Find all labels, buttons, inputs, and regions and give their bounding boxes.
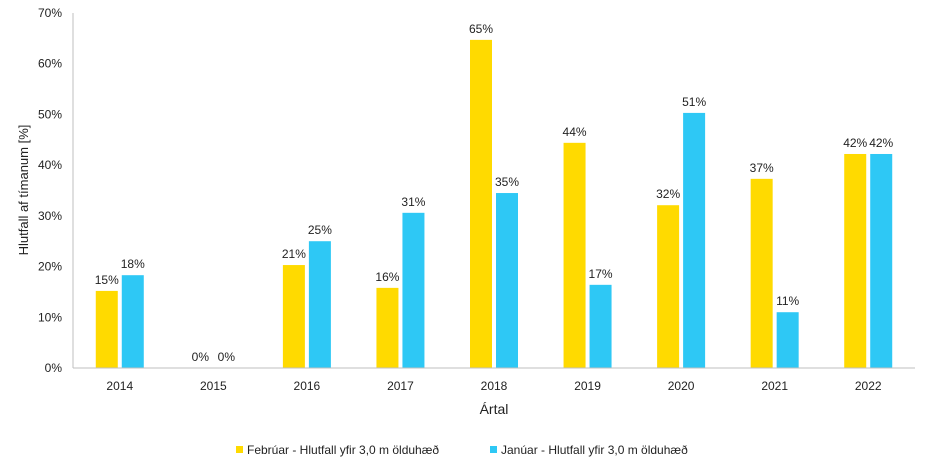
x-tick-label: 2014 — [106, 379, 133, 393]
legend-swatch-jan — [490, 446, 497, 453]
data-label: 0% — [218, 350, 236, 364]
bar-jan-2020 — [683, 112, 706, 369]
y-tick-label: 20% — [38, 260, 62, 274]
bar-jan-2021 — [776, 312, 799, 368]
legend-swatch-feb — [236, 446, 243, 453]
bar-jan-2022 — [870, 153, 893, 368]
data-label: 0% — [192, 350, 210, 364]
bar-feb-2022 — [844, 153, 867, 368]
y-tick-label: 50% — [38, 107, 62, 121]
data-label: 21% — [282, 247, 306, 261]
data-label: 37% — [750, 161, 774, 175]
data-label: 16% — [375, 270, 399, 284]
legend: Febrúar - Hlutfall yfir 3,0 m ölduhæð Ja… — [236, 443, 688, 457]
x-tick-label: 2018 — [481, 379, 508, 393]
y-tick-label: 10% — [38, 310, 62, 324]
bar-jan-2016 — [308, 241, 331, 368]
legend-label-jan: Janúar - Hlutfall yfir 3,0 m ölduhæð — [501, 443, 688, 457]
data-label: 11% — [776, 294, 799, 308]
y-axis-label: Hlutfall af tímanum [%] — [16, 125, 31, 256]
y-tick-label: 60% — [38, 57, 62, 71]
data-label: 15% — [95, 273, 119, 287]
bar-jan-2017 — [402, 212, 425, 368]
x-tick-label: 2016 — [294, 379, 321, 393]
bar-feb-2018 — [470, 39, 492, 368]
data-label: 44% — [563, 125, 587, 139]
y-tick-label: 40% — [38, 158, 62, 172]
x-tick-label: 2022 — [855, 379, 882, 393]
bar-jan-2014 — [121, 275, 144, 368]
data-label: 42% — [843, 136, 867, 150]
x-tick-label: 2020 — [668, 379, 695, 393]
bar-feb-2016 — [282, 265, 305, 368]
bar-jan-2019 — [589, 284, 612, 368]
bar-feb-2014 — [95, 290, 118, 368]
data-label: 35% — [495, 175, 519, 189]
x-tick-label: 2017 — [387, 379, 414, 393]
legend-label-feb: Febrúar - Hlutfall yfir 3,0 m ölduhæð — [247, 443, 439, 457]
x-tick-label: 2021 — [761, 379, 788, 393]
y-tick-label: 30% — [38, 209, 62, 223]
data-label: 25% — [308, 223, 332, 237]
data-label: 32% — [656, 187, 680, 201]
x-tick-label: 2019 — [574, 379, 601, 393]
bar-feb-2020 — [657, 205, 680, 368]
y-tick-label: 70% — [38, 6, 62, 20]
data-label: 65% — [469, 22, 493, 36]
data-label: 17% — [589, 267, 613, 281]
data-label: 51% — [682, 95, 706, 109]
x-axis-label: Ártal — [480, 401, 509, 417]
data-label: 18% — [121, 257, 145, 271]
data-label: 42% — [869, 136, 893, 150]
x-tick-label: 2015 — [200, 379, 227, 393]
data-label: 31% — [401, 195, 425, 209]
bar-jan-2018 — [496, 193, 518, 368]
bar-feb-2019 — [563, 142, 586, 368]
bar-feb-2021 — [750, 178, 773, 368]
bar-feb-2017 — [376, 287, 399, 368]
y-tick-label: 0% — [45, 361, 63, 375]
